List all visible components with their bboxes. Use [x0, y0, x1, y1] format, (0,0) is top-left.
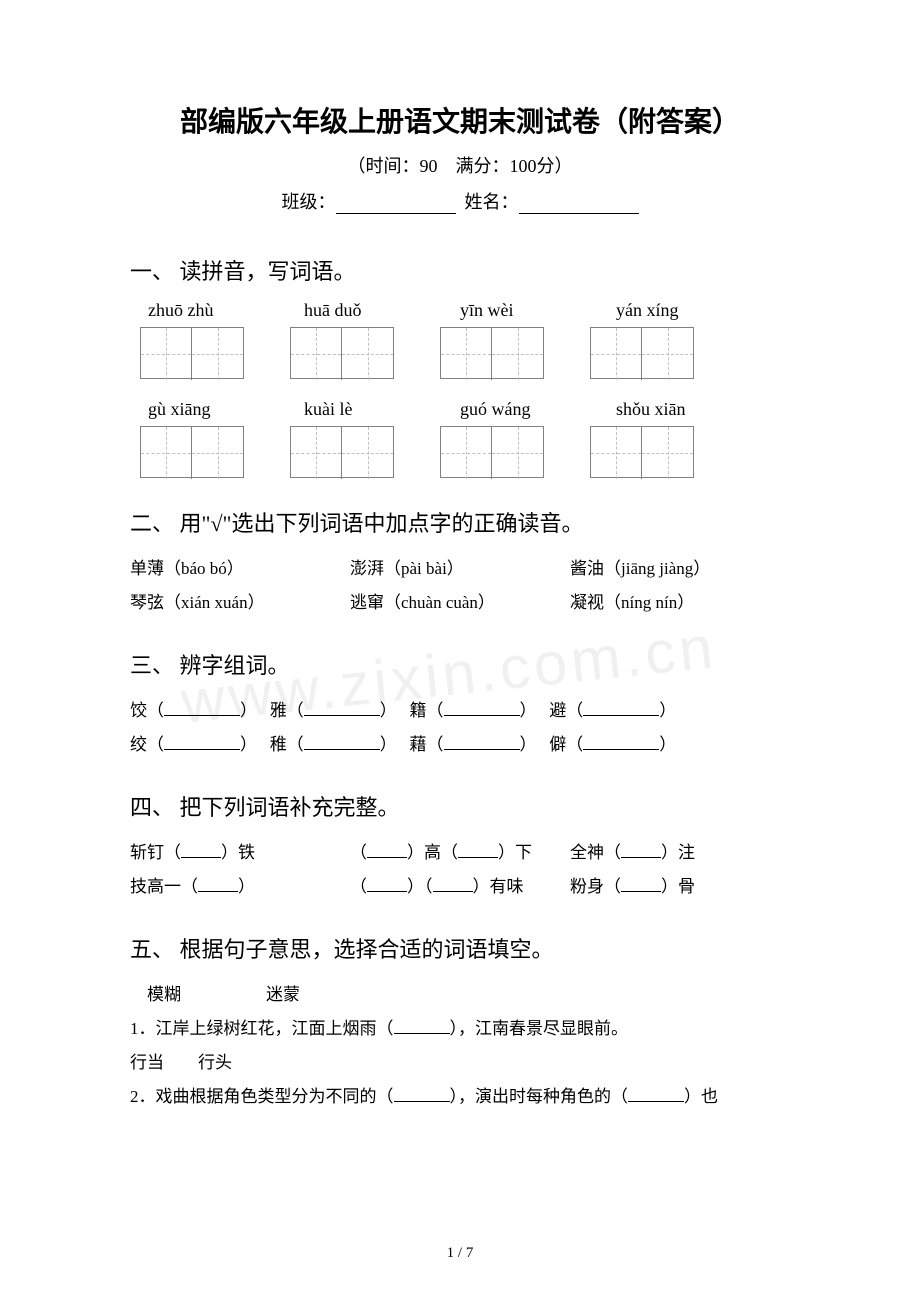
- name-blank[interactable]: [519, 196, 639, 214]
- text: ） 稚（: [240, 735, 304, 754]
- s4-line1: 斩钉（）铁 （）高（）下 全神（）注: [130, 836, 790, 870]
- text: ） 籍（: [380, 701, 444, 720]
- pinyin-item: kuài lè: [304, 399, 414, 420]
- text: ） 避（: [520, 701, 584, 720]
- s5-line1: 1．江岸上绿树红花，江面上烟雨（ ），江南春景尽显眼前。: [130, 1012, 790, 1046]
- text: 绞（: [130, 735, 164, 754]
- blank[interactable]: [444, 733, 520, 750]
- char-pair[interactable]: [140, 426, 244, 478]
- section-5-title: 五、 根据句子意思，选择合适的词语填空。: [130, 932, 790, 964]
- text: ）也: [684, 1087, 718, 1106]
- name-line: 班级： 姓名：: [130, 188, 790, 214]
- section-2-title: 二、 用"√"选出下列词语中加点字的正确读音。: [130, 506, 790, 538]
- blank[interactable]: [458, 841, 498, 858]
- blank[interactable]: [304, 699, 380, 716]
- s2-line1: 单薄（báo bó） 澎湃（pài bài） 酱油（jiāng jiàng）: [130, 552, 790, 586]
- char-pair[interactable]: [590, 426, 694, 478]
- pinyin-item: huā duǒ: [304, 300, 414, 321]
- s4-item: 技高一（）: [130, 870, 350, 904]
- blank[interactable]: [367, 841, 407, 858]
- page-content: 部编版六年级上册语文期末测试卷（附答案） （时间：90 满分：100分） 班级：…: [130, 100, 790, 1114]
- s2-item: 逃窜（chuàn cuàn）: [350, 586, 570, 620]
- s2-line2: 琴弦（xián xuán） 逃窜（chuàn cuàn） 凝视（níng nín…: [130, 586, 790, 620]
- s4-item: 斩钉（）铁: [130, 836, 350, 870]
- name-label: 姓名：: [465, 192, 519, 212]
- blank[interactable]: [444, 699, 520, 716]
- blank[interactable]: [583, 733, 659, 750]
- blank[interactable]: [394, 1085, 450, 1102]
- s5-opt1: 模糊 迷蒙: [130, 978, 790, 1012]
- text: ），江南春景尽显眼前。: [450, 1019, 629, 1038]
- blank[interactable]: [394, 1017, 450, 1034]
- blank[interactable]: [433, 875, 473, 892]
- section-4-title: 四、 把下列词语补充完整。: [130, 790, 790, 822]
- s2-item: 酱油（jiāng jiàng）: [570, 552, 790, 586]
- page-number: 1 / 7: [0, 1245, 920, 1262]
- char-pair[interactable]: [140, 327, 244, 379]
- char-pair[interactable]: [290, 327, 394, 379]
- text: 1．江岸上绿树红花，江面上烟雨（: [130, 1019, 394, 1038]
- page-title: 部编版六年级上册语文期末测试卷（附答案）: [130, 100, 790, 140]
- char-pair[interactable]: [440, 327, 544, 379]
- s3-line2: 绞（ ） 稚（ ） 藉（ ） 僻（ ）: [130, 728, 790, 762]
- char-pair[interactable]: [290, 426, 394, 478]
- text: ） 雅（: [240, 701, 304, 720]
- text: 饺（: [130, 701, 164, 720]
- pinyin-item: zhuō zhù: [148, 300, 258, 321]
- text: ） 僻（: [520, 735, 584, 754]
- blank[interactable]: [198, 875, 238, 892]
- s2-item: 琴弦（xián xuán）: [130, 586, 350, 620]
- blank[interactable]: [304, 733, 380, 750]
- s4-item: （）（）有味: [350, 870, 570, 904]
- pinyin-row-1: zhuō zhù huā duǒ yīn wèi yán xíng: [148, 300, 790, 321]
- pinyin-item: yán xíng: [616, 300, 726, 321]
- class-label: 班级：: [282, 192, 336, 212]
- s5-opt2: 行当 行头: [130, 1046, 790, 1080]
- text: 2．戏曲根据角色类型分为不同的（: [130, 1087, 394, 1106]
- char-box-row-1: [140, 327, 790, 379]
- subtitle: （时间：90 满分：100分）: [130, 152, 790, 178]
- pinyin-row-2: gù xiāng kuài lè guó wáng shǒu xiān: [148, 399, 790, 420]
- blank[interactable]: [181, 841, 221, 858]
- char-box-row-2: [140, 426, 790, 478]
- text: ） 藉（: [380, 735, 444, 754]
- blank[interactable]: [628, 1085, 684, 1102]
- pinyin-item: shǒu xiān: [616, 399, 726, 420]
- s4-item: 粉身（）骨: [570, 870, 790, 904]
- char-pair[interactable]: [440, 426, 544, 478]
- text: ），演出时每种角色的（: [450, 1087, 629, 1106]
- pinyin-item: gù xiāng: [148, 399, 258, 420]
- blank[interactable]: [621, 841, 661, 858]
- s5-line2: 2．戏曲根据角色类型分为不同的（ ），演出时每种角色的（ ）也: [130, 1080, 790, 1114]
- s2-item: 凝视（níng nín）: [570, 586, 790, 620]
- blank[interactable]: [367, 875, 407, 892]
- section-1-title: 一、 读拼音，写词语。: [130, 254, 790, 286]
- section-3-title: 三、 辨字组词。: [130, 648, 790, 680]
- text: ）: [659, 735, 676, 754]
- s2-item: 单薄（báo bó）: [130, 552, 350, 586]
- blank[interactable]: [583, 699, 659, 716]
- s4-item: （）高（）下: [350, 836, 570, 870]
- s3-line1: 饺（ ） 雅（ ） 籍（ ） 避（ ）: [130, 694, 790, 728]
- blank[interactable]: [164, 699, 240, 716]
- s4-line2: 技高一（） （）（）有味 粉身（）骨: [130, 870, 790, 904]
- s4-item: 全神（）注: [570, 836, 790, 870]
- s2-item: 澎湃（pài bài）: [350, 552, 570, 586]
- blank[interactable]: [164, 733, 240, 750]
- blank[interactable]: [621, 875, 661, 892]
- text: ）: [659, 701, 676, 720]
- char-pair[interactable]: [590, 327, 694, 379]
- pinyin-item: yīn wèi: [460, 300, 570, 321]
- class-blank[interactable]: [336, 196, 456, 214]
- pinyin-item: guó wáng: [460, 399, 570, 420]
